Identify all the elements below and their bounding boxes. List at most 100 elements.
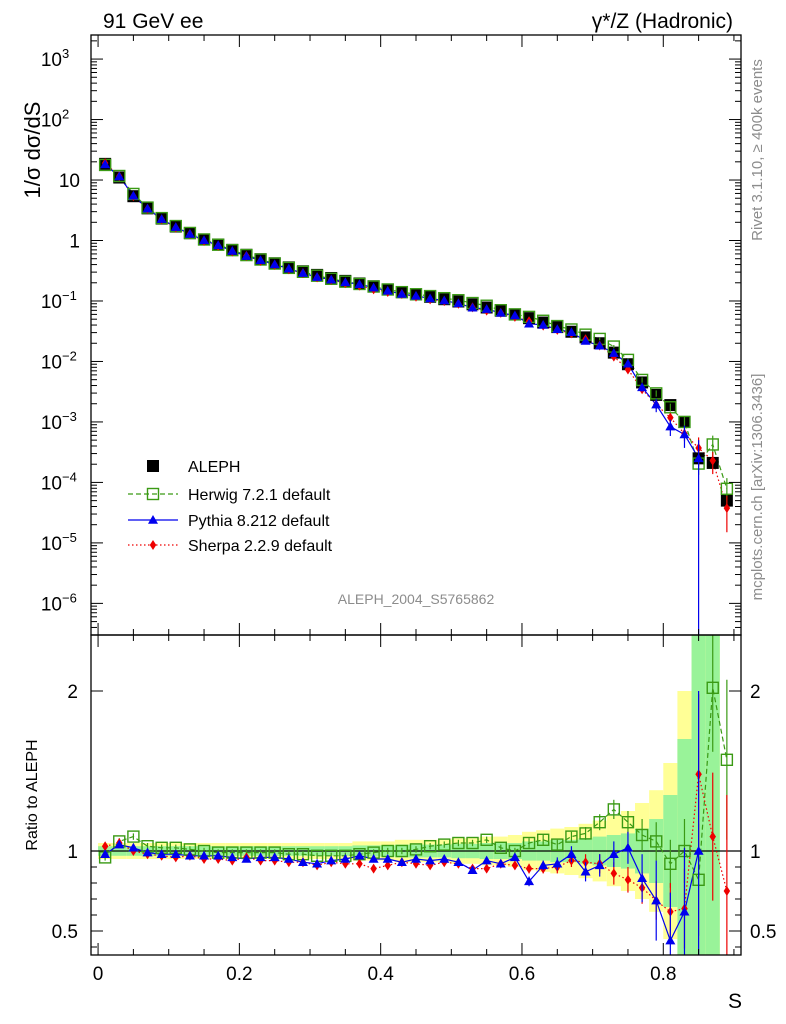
main-point-pythia xyxy=(184,229,195,238)
ratio-line-sherpa xyxy=(104,774,728,913)
x-tick-label: 0.6 xyxy=(509,964,535,985)
ratio-point-herwig xyxy=(480,833,493,846)
ratio-point-sherpa xyxy=(483,863,490,874)
main-point-pythia xyxy=(651,399,662,409)
ratio-point-pythia xyxy=(622,842,633,852)
main-point-pythia xyxy=(552,324,563,334)
main-point-sherpa xyxy=(667,412,674,423)
ratio-point-pythia xyxy=(566,849,577,858)
ratio-point-pythia xyxy=(594,860,605,870)
main-point-pythia xyxy=(439,295,450,305)
ratio-point-pythia xyxy=(509,852,520,862)
y-tick-exponent: 2 xyxy=(62,107,69,122)
main-line-sherpa xyxy=(104,162,728,509)
main-point-pythia xyxy=(326,274,337,284)
x-tick-label: 0.2 xyxy=(226,964,252,985)
main-point-sherpa xyxy=(709,455,716,466)
rivet-version-label: Rivet 3.1.10, ≥ 400k events xyxy=(749,59,766,241)
y-tick-label: 10 xyxy=(41,352,62,373)
main-point-sherpa xyxy=(723,503,731,514)
main-point-pythia xyxy=(693,453,704,463)
y-tick-label: 10 xyxy=(41,534,62,555)
main-point-herwig xyxy=(706,438,719,451)
y-tick-exponent: −2 xyxy=(62,348,77,363)
ratio-tick-label-right: 1 xyxy=(750,842,761,863)
ratio-point-herwig xyxy=(536,833,550,846)
ratio-point-pythia xyxy=(199,850,210,860)
main-point-pythia xyxy=(269,259,280,269)
main-point-pythia xyxy=(213,240,224,250)
main-point-pythia xyxy=(297,268,308,277)
ratio-point-herwig xyxy=(395,844,409,858)
main-point-pythia xyxy=(142,203,153,213)
ratio-point-pythia xyxy=(156,849,167,858)
ratio-point-pythia xyxy=(142,847,153,857)
x-tick-labels: 0 0.2 0.4 0.6 0.8 xyxy=(93,964,677,985)
x-tick-label: 0 xyxy=(93,964,104,985)
main-point-pythia xyxy=(340,277,351,286)
axis-ticks xyxy=(91,35,741,955)
legend-marker xyxy=(149,540,157,550)
y-tick-label: 10 xyxy=(41,50,62,71)
legend-item-pythia: Pythia 8.212 default xyxy=(128,513,330,530)
main-point-pythia xyxy=(467,302,478,312)
ratio-axis-title: Ratio to ALEPH xyxy=(24,739,41,850)
main-point-pythia xyxy=(509,310,520,320)
ratio-point-pythia xyxy=(467,865,478,874)
ratio-point-herwig xyxy=(593,816,606,829)
ratio-tick-label-right: 2 xyxy=(750,682,761,703)
y-tick-exponent: −4 xyxy=(62,469,77,484)
y-tick-label: 10 xyxy=(41,473,62,494)
header-left: 91 GeV ee xyxy=(103,10,203,33)
ratio-point-pythia xyxy=(411,854,421,863)
ratio-point-sherpa xyxy=(723,886,731,896)
main-point-pythia xyxy=(199,235,210,245)
y-tick-exponent: −3 xyxy=(62,409,77,424)
y-tick-label: 10 xyxy=(59,171,80,192)
ratio-point-pythia xyxy=(552,858,563,868)
main-point-pythia xyxy=(382,285,393,295)
ratio-point-pythia xyxy=(326,855,337,865)
ratio-tick-label-left: 1 xyxy=(67,842,78,863)
main-point-pythia xyxy=(566,327,577,337)
ratio-point-herwig xyxy=(438,838,451,851)
ratio-point-herwig xyxy=(522,836,536,850)
ratio-point-pythia xyxy=(481,855,492,865)
ratio-point-pythia xyxy=(637,873,648,882)
main-point-pythia xyxy=(453,298,464,308)
legend-item-aleph: ALEPH xyxy=(147,459,240,476)
legend-marker xyxy=(147,460,159,472)
ratio-tick-labels: 2 2 1 1 0.5 0.5 xyxy=(52,682,777,943)
main-point-pythia xyxy=(608,348,619,357)
y-axis-title: 1/σ dσ/dS xyxy=(20,102,45,199)
ratio-point-pythia xyxy=(495,858,506,868)
ratio-point-pythia xyxy=(368,854,379,863)
ratio-point-sherpa xyxy=(624,874,632,885)
ratio-point-herwig xyxy=(621,816,635,829)
main-point-pythia xyxy=(637,382,648,392)
y-tick-label: 10 xyxy=(41,292,62,313)
legend-marker xyxy=(148,515,158,524)
main-point-pythia xyxy=(227,245,238,255)
y-tick-label: 10 xyxy=(41,594,62,615)
ratio-point-sherpa xyxy=(356,858,363,869)
main-point-pythia xyxy=(368,282,379,292)
ratio-point-pythia xyxy=(213,850,224,860)
y-tick-label: 10 xyxy=(41,413,62,434)
main-point-pythia xyxy=(100,159,111,169)
main-plot-series xyxy=(98,157,734,635)
ratio-point-sherpa xyxy=(511,860,519,871)
ratio-point-pythia xyxy=(524,876,535,886)
y-tick-exponent: −1 xyxy=(62,288,77,303)
ratio-point-pythia xyxy=(283,854,294,863)
ratio-point-pythia xyxy=(297,857,308,866)
main-point-pythia xyxy=(524,318,535,328)
ratio-point-sherpa xyxy=(709,831,716,842)
ratio-point-sherpa xyxy=(101,841,109,852)
ratio-tick-label-left: 2 xyxy=(67,682,78,703)
ratio-point-herwig xyxy=(579,827,592,840)
x-axis-title: S xyxy=(728,990,742,1013)
uncertainty-bands xyxy=(98,635,720,955)
legend-label: Herwig 7.2.1 default xyxy=(188,487,331,504)
ratio-point-herwig xyxy=(452,836,465,850)
